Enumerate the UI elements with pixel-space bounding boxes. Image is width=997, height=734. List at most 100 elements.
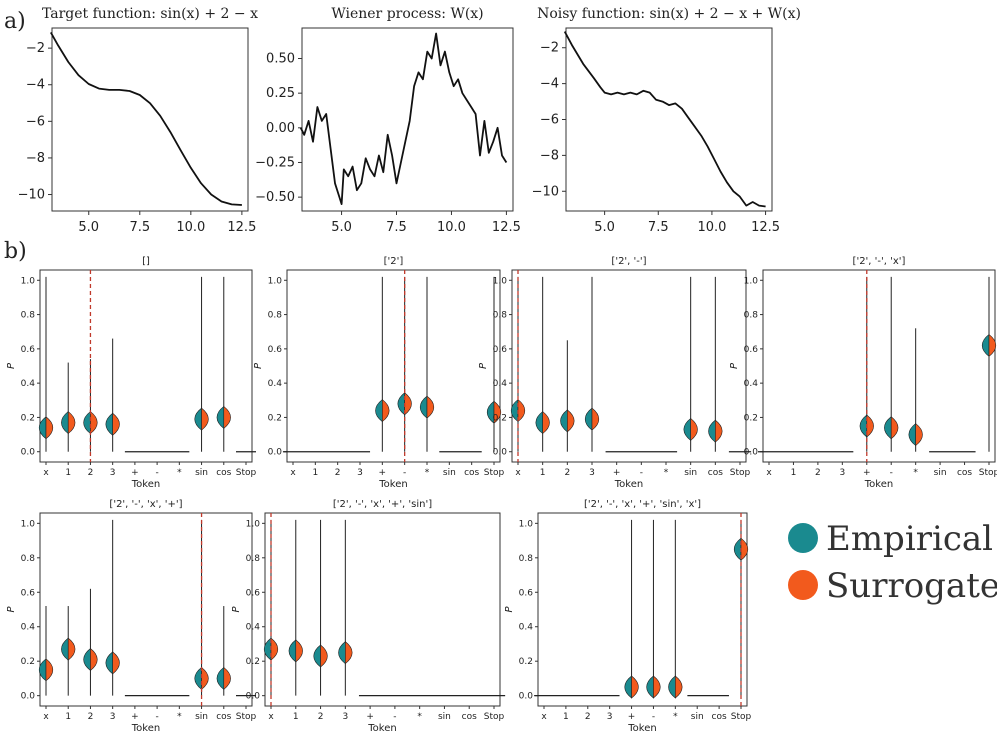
chart-title: Target function: sin(x) + 2 − x <box>42 6 258 22</box>
violin-half-empirical <box>83 647 91 672</box>
x-tick-label: cos <box>712 712 727 722</box>
x-tick-label: - <box>393 712 396 722</box>
violin-half-empirical <box>584 407 593 431</box>
violin-half-surrogate <box>591 407 600 431</box>
y-axis-label: P <box>6 606 17 613</box>
legend-marker-surrogate <box>788 570 818 600</box>
x-tick-label: x <box>541 712 547 722</box>
violin-half-surrogate <box>67 410 76 435</box>
violin-half-surrogate <box>493 400 502 424</box>
violin-half-empirical <box>646 675 654 699</box>
violin-half-empirical <box>338 640 346 665</box>
plot-frame <box>762 269 996 463</box>
x-axis-label: Token <box>367 723 396 734</box>
violin-3 <box>584 276 600 452</box>
violin-2 <box>313 519 328 696</box>
y-axis-label: P <box>729 362 740 369</box>
violin-half-empirical <box>884 416 892 440</box>
violin-half-surrogate <box>295 639 303 663</box>
violin-half-empirical <box>61 410 69 435</box>
y-tick-label: 0.2 <box>21 413 35 423</box>
y-tick-label: 0.0 <box>744 448 759 458</box>
y-axis-label: P <box>231 606 242 613</box>
violin-half-surrogate <box>690 417 698 442</box>
x-tick-label: * <box>673 712 678 722</box>
y-tick-label: 0.8 <box>21 311 36 321</box>
chart-title: [] <box>142 256 150 267</box>
x-tick-label: x <box>268 712 274 722</box>
violin-half-surrogate <box>740 537 749 561</box>
violin-half-empirical <box>216 405 225 430</box>
y-tick-label: 0.2 <box>21 657 35 667</box>
y-tick-label: −10 <box>532 184 559 199</box>
violin-half-surrogate <box>320 644 328 668</box>
x-tick-label: Stop <box>484 468 505 478</box>
plot-frame <box>537 512 748 707</box>
y-tick-label: 0.6 <box>744 345 759 355</box>
y-tick-label: −2 <box>26 41 45 56</box>
legend-label-empirical: Empirical <box>826 519 993 559</box>
violin-chart-violin-5: ['2', '-', 'x', '+', 'sin'] 0.0 0.2 0.4 0.6 0… <box>231 499 506 734</box>
x-tick-label: Stop <box>484 712 505 722</box>
violin-- <box>646 519 661 699</box>
y-tick-label: −4 <box>26 78 45 93</box>
x-tick-label: Stop <box>730 468 751 478</box>
violin-half-surrogate <box>517 398 526 423</box>
plot-frame <box>264 512 501 707</box>
y-tick-label: 0.0 <box>493 448 508 458</box>
x-tick-label: 3 <box>110 468 116 478</box>
x-tick-label: 1 <box>65 468 71 478</box>
violin-chart-violin-6: ['2', '-', 'x', '+', 'sin', 'x'] 0.0 0.2 0.… <box>504 499 752 734</box>
chart-title: ['2', '-', 'x', '+', 'sin'] <box>333 499 432 510</box>
x-tick-label: x <box>515 468 521 478</box>
x-tick-label: 12.5 <box>227 220 256 235</box>
violin-half-empirical <box>105 651 113 675</box>
violin-half-surrogate <box>890 416 899 440</box>
x-tick-label: * <box>664 468 669 478</box>
line-chart-noisy: Noisy function: sin(x) + 2 − x + W(x) 5.0… <box>532 6 801 235</box>
x-tick-label: 10.0 <box>697 220 726 235</box>
violin-half-empirical <box>194 407 202 431</box>
x-tick-label: 2 <box>815 468 821 478</box>
plot-frame <box>39 269 253 463</box>
y-tick-label: −8 <box>26 151 45 166</box>
x-tick-label: 2 <box>88 468 94 478</box>
violin-half-empirical <box>624 675 632 699</box>
y-tick-label: 0.0 <box>21 448 36 458</box>
violin-half-empirical <box>105 412 113 436</box>
violin-half-empirical <box>683 417 691 442</box>
chart-title: ['2', '-', 'x'] <box>853 256 906 267</box>
y-tick-label: 0.4 <box>493 379 508 389</box>
chart-title: ['2'] <box>384 256 404 267</box>
x-tick-label: - <box>890 468 893 478</box>
x-tick-label: cos <box>216 712 231 722</box>
x-tick-label: + <box>628 712 636 722</box>
plot-frame <box>51 27 249 212</box>
violin-half-empirical <box>194 666 202 691</box>
y-tick-label: 0.6 <box>268 345 283 355</box>
y-tick-label: 1.0 <box>268 276 283 286</box>
y-tick-label: 0.0 <box>21 692 36 702</box>
violin-half-empirical <box>908 422 916 447</box>
x-tick-label: x <box>43 468 49 478</box>
violin-* <box>668 519 683 699</box>
x-tick-label: x <box>43 712 49 722</box>
series-line <box>50 31 242 206</box>
x-tick-label: 12.5 <box>492 220 521 235</box>
x-axis-label: Token <box>378 479 407 490</box>
violin-2 <box>83 588 98 696</box>
y-tick-label: 1.0 <box>493 276 508 286</box>
violin-half-empirical <box>981 333 990 358</box>
x-tick-label: + <box>366 712 374 722</box>
y-tick-label: −4 <box>540 77 559 92</box>
violin-Stop <box>981 276 997 452</box>
violin-chart-violin-2: ['2', '-'] 0.0 0.2 0.4 0.6 0.8 1.0 Px 1 2 3 + - * sin c… <box>478 256 752 490</box>
violin-half-surrogate <box>45 416 54 440</box>
violin-half-surrogate <box>345 640 353 665</box>
violin-half-surrogate <box>988 333 997 358</box>
x-tick-label: 2 <box>335 468 341 478</box>
y-tick-label: 1.0 <box>519 519 534 529</box>
x-tick-label: - <box>652 712 655 722</box>
x-tick-label: 1 <box>563 712 569 722</box>
x-tick-label: cos <box>708 468 723 478</box>
